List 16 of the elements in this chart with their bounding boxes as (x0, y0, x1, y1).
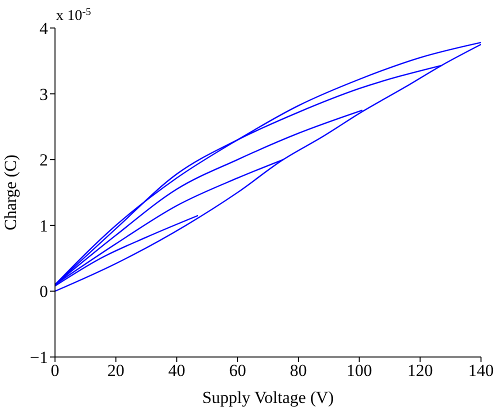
y-tick-label: 4 (40, 19, 48, 38)
y-tick-label: 0 (40, 282, 48, 302)
y-axis-title: Charge (C) (1, 154, 20, 230)
text: x 10$^{-5}$ (56, 6, 91, 24)
x-tick-label: 60 (229, 361, 246, 380)
x-tick-label: 80 (290, 361, 307, 380)
y-tick-label: 2 (40, 150, 48, 170)
x-tick-label: 20 (107, 361, 124, 380)
y-tick-label: 3 (40, 84, 48, 104)
x-tick-label: 140 (468, 361, 494, 380)
x-tick-label: 120 (407, 361, 433, 380)
x-tick-label: 40 (168, 361, 186, 380)
y-tick-label: −1 (30, 348, 48, 368)
y-tick-label: 1 (40, 216, 48, 236)
x-axis-title: Supply Voltage (V) (202, 388, 334, 407)
x-tick-label: 100 (346, 361, 372, 380)
